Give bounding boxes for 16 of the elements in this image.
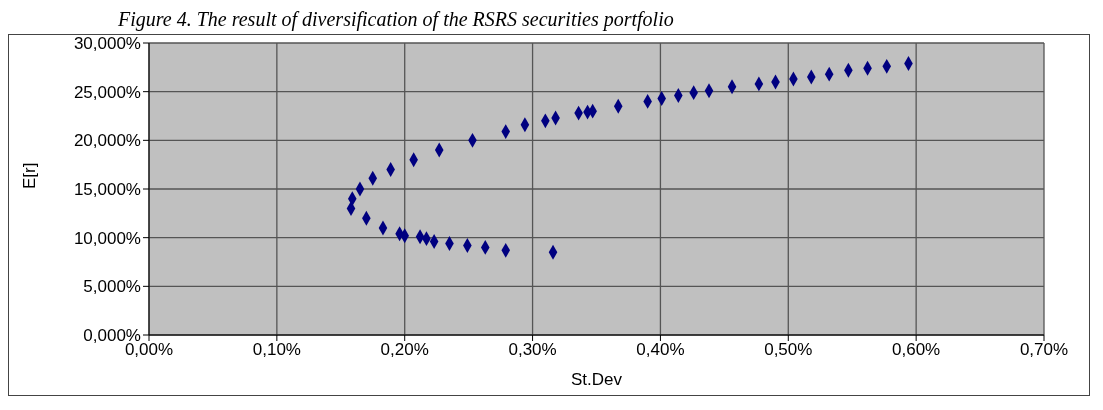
x-tick-label: 0,60%	[892, 340, 941, 360]
x-tick-label: 0,40%	[636, 340, 685, 360]
y-tick-label: 10,000%	[73, 228, 141, 248]
y-tick-label: 20,000%	[73, 131, 141, 151]
y-tick-label: 5,000%	[83, 277, 141, 297]
x-tick-label: 0,10%	[252, 340, 301, 360]
y-tick-label: 30,000%	[73, 34, 141, 54]
x-tick-label: 0,30%	[508, 340, 557, 360]
chart-title: Figure 4. The result of diversification of the RSRS securities portfolio	[117, 8, 675, 33]
x-axis-title: St.Dev	[570, 370, 623, 389]
x-tick-label: 0,20%	[380, 340, 429, 360]
y-axis-title: E[r]	[20, 162, 40, 189]
y-tick-label: 25,000%	[73, 82, 141, 102]
y-tick-label: 15,000%	[73, 180, 141, 200]
x-tick-label: 0,50%	[764, 340, 813, 360]
x-tick-label: 0,70%	[1019, 340, 1069, 360]
